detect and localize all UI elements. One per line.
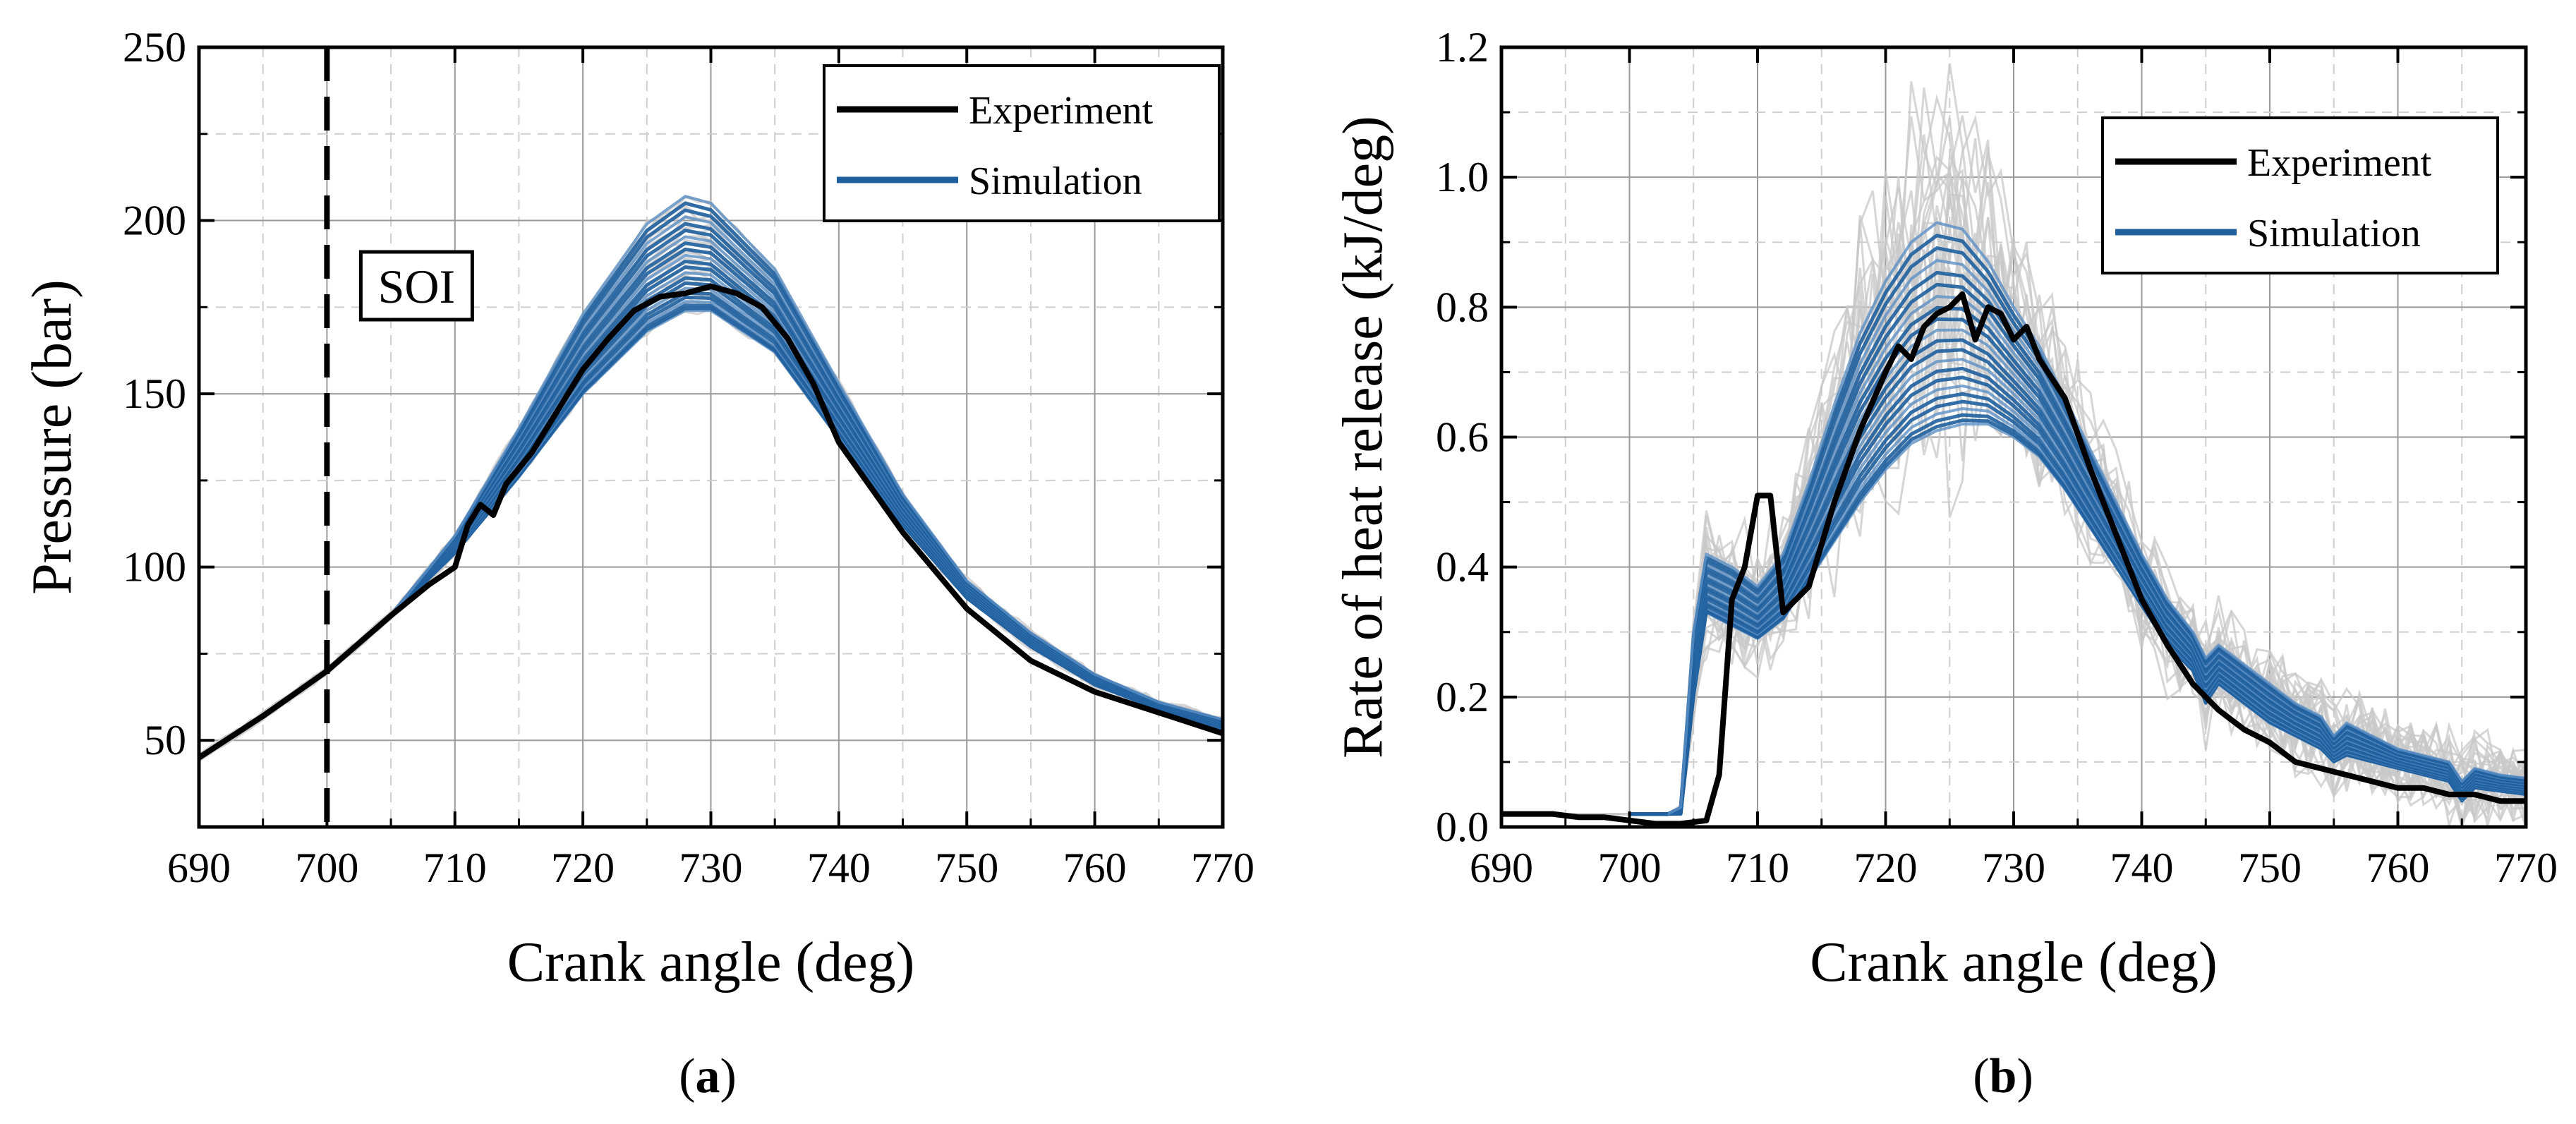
legend-box <box>823 64 1221 222</box>
x-tick-label: 770 <box>2494 845 2558 891</box>
x-tick-label: 730 <box>1982 845 2045 891</box>
panel-b-label: (b) <box>1973 1049 2033 1104</box>
x-tick-label: 740 <box>807 845 871 891</box>
panel-a-chart: SOI 690 700 710 720 730 740 750 760 770 50 100 150 2… <box>21 24 1254 993</box>
x-tick-label: 710 <box>1726 845 1789 891</box>
x-tick-label: 690 <box>167 845 231 891</box>
panel-b-tick-labels: 690 700 710 720 730 740 750 760 770 0.0 0.2 0.4 0.6 0… <box>1436 24 2558 891</box>
x-tick-label: 770 <box>1191 845 1254 891</box>
y-tick-label: 200 <box>123 198 186 244</box>
y-tick-label: 0.0 <box>1436 804 1489 850</box>
panel-b-legend: Experiment Simulation <box>2101 116 2499 274</box>
x-tick-label: 700 <box>295 845 358 891</box>
panel-a-experiment-line <box>197 283 1224 761</box>
panel-b-experiment-line <box>1501 291 2526 827</box>
x-tick-label: 750 <box>935 845 998 891</box>
x-tick-label: 710 <box>423 845 487 891</box>
x-tick-label: 690 <box>1470 845 1533 891</box>
y-tick-label: 0.2 <box>1436 674 1489 720</box>
panel-b-frame <box>1499 45 2528 829</box>
experiment-line <box>1501 291 2526 827</box>
y-tick-label: 1.2 <box>1436 24 1489 71</box>
panel-b-y-axis-title: Rate of heat release (kJ/deg) <box>1332 116 1394 759</box>
x-tick-label: 760 <box>1063 845 1127 891</box>
y-tick-label: 1.0 <box>1436 154 1489 200</box>
legend-label-experiment: Experiment <box>2247 141 2432 185</box>
x-tick-label: 700 <box>1598 845 1662 891</box>
y-tick-label: 100 <box>123 544 186 591</box>
soi-annotation-label: SOI <box>378 260 456 313</box>
y-tick-label: 0.6 <box>1436 414 1489 461</box>
experiment-line <box>197 283 1224 761</box>
y-tick-label: 150 <box>123 370 186 417</box>
panel-a-label-letter: a <box>696 1049 720 1104</box>
x-tick-label: 720 <box>1854 845 1918 891</box>
x-tick-label: 730 <box>679 845 743 891</box>
panel-a-label-close: ) <box>720 1049 737 1104</box>
x-tick-label: 760 <box>2366 845 2430 891</box>
y-tick-label: 50 <box>144 717 186 763</box>
x-tick-label: 740 <box>2110 845 2174 891</box>
y-tick-label: 250 <box>123 24 186 71</box>
soi-annotation-box <box>358 250 474 322</box>
x-tick-label: 720 <box>551 845 615 891</box>
y-tick-label: 0.4 <box>1436 544 1489 591</box>
panel-a-label: (a) <box>679 1049 737 1104</box>
panel-a-x-axis-title: Crank angle (deg) <box>507 931 915 993</box>
legend-box <box>2101 116 2499 274</box>
panel-b-label-letter: b <box>1990 1049 2017 1104</box>
panel-a-legend: Experiment Simulation <box>823 64 1221 222</box>
panel-a-label-open: ( <box>679 1049 695 1104</box>
panel-a-annotations: SOI <box>324 47 474 827</box>
panel-b-label-open: ( <box>1973 1049 1989 1104</box>
panel-a-y-axis-title: Pressure (bar) <box>21 279 83 594</box>
panel-b-chart: 690 700 710 720 730 740 750 760 770 0.0 0.2 0.4 0.6 0… <box>1332 24 2558 993</box>
x-tick-label: 750 <box>2238 845 2302 891</box>
panel-a-tick-labels: 690 700 710 720 730 740 750 760 770 50 100 150 200 25… <box>123 24 1254 891</box>
legend-label-simulation: Simulation <box>969 159 1142 203</box>
y-tick-label: 0.8 <box>1436 284 1489 330</box>
panel-b-x-axis-title: Crank angle (deg) <box>1810 931 2218 993</box>
legend-label-experiment: Experiment <box>969 89 1154 133</box>
legend-label-simulation: Simulation <box>2247 212 2421 255</box>
panel-b-label-close: ) <box>2016 1049 2033 1104</box>
